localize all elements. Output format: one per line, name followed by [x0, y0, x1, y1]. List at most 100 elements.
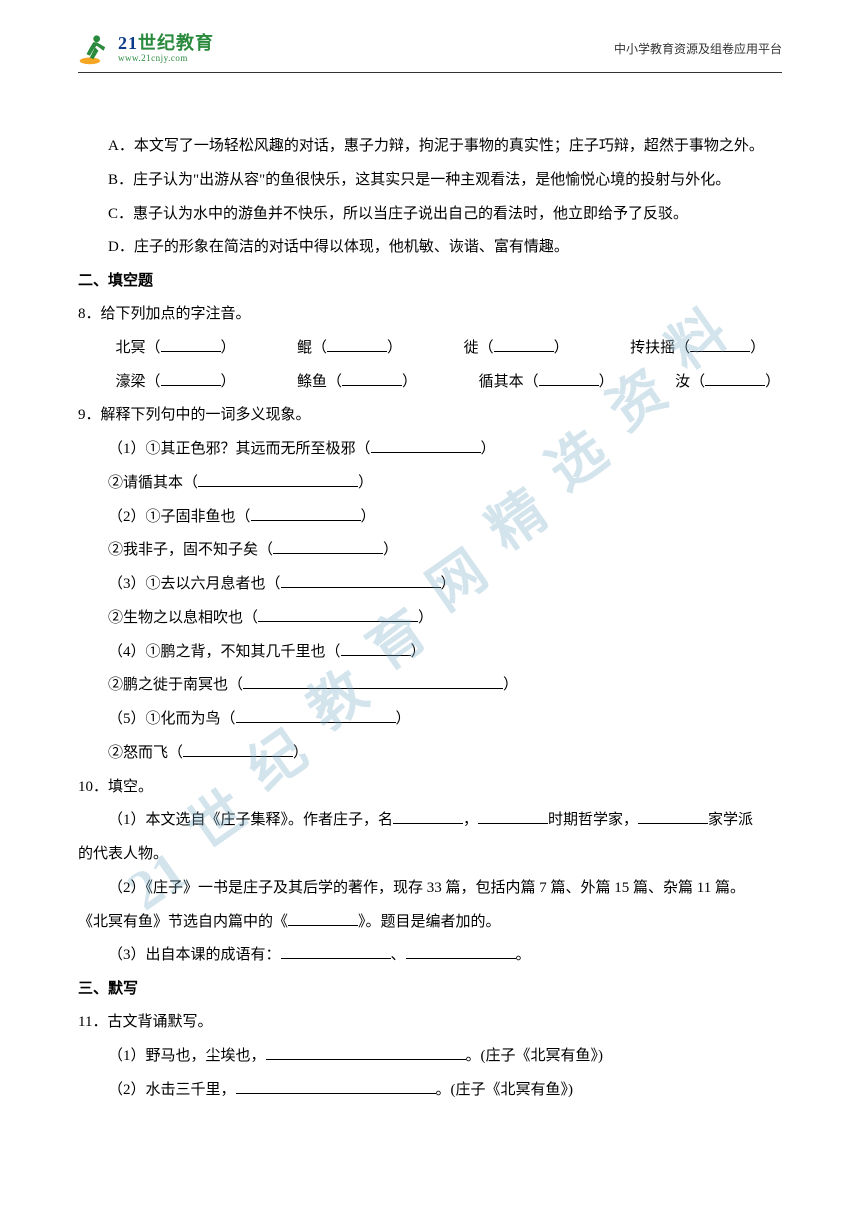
q8-stem: 8．给下列加点的字注音。 [78, 298, 782, 332]
blank[interactable] [273, 538, 383, 555]
option-d: D．庄子的形象在简洁的对话中得以体现，他机敏、诙谐、富有情趣。 [78, 231, 782, 265]
q11-l1: （1）野马也，尘埃也，。(庄子《北冥有鱼》) [78, 1040, 782, 1074]
blank[interactable] [638, 808, 708, 825]
q9-4b: ②鹏之徙于南冥也（） [78, 669, 782, 703]
q8-r2-w1: 濠梁（ [116, 374, 161, 390]
p: ） [221, 374, 236, 390]
logo: 21世纪教育 www.21cnjy.com [78, 32, 214, 66]
blank[interactable] [341, 639, 411, 656]
t: （2）①子固非鱼也（ [108, 509, 251, 525]
blank[interactable] [494, 335, 554, 352]
blank[interactable] [342, 369, 402, 386]
logo-main-rest: 世纪教育 [138, 33, 214, 53]
t: ②生物之以息相吹也（ [108, 610, 258, 626]
t: ②请循其本（ [108, 475, 198, 491]
t: ②鹏之徙于南冥也（ [108, 677, 243, 693]
t: ②我非子，固不知子矣（ [108, 542, 273, 558]
section-2-title: 二、填空题 [78, 265, 782, 298]
q8-r1-w3: 徙（ [464, 340, 494, 356]
blank[interactable] [236, 707, 396, 724]
blank[interactable] [266, 1043, 466, 1060]
blank[interactable] [183, 740, 293, 757]
header-tagline: 中小学教育资源及组卷应用平台 [614, 36, 782, 62]
q10-p1-cont: 的代表人物。 [78, 838, 782, 872]
blank[interactable] [243, 673, 503, 690]
blank[interactable] [198, 470, 358, 487]
q9-2b: ②我非子，固不知子矣（） [78, 534, 782, 568]
t: （1）①其正色邪？其远而无所至极邪（ [108, 441, 371, 457]
blank[interactable] [161, 335, 221, 352]
q8-r1-w4: 抟扶摇（ [630, 340, 690, 356]
p: ） [387, 340, 402, 356]
q9-2a: （2）①子固非鱼也（） [78, 501, 782, 535]
blank[interactable] [705, 369, 765, 386]
option-b: B．庄子认为"出游从容"的鱼很快乐，这其实只是一种主观看法，是他愉悦心境的投射与… [78, 164, 782, 198]
t: ， [463, 812, 478, 828]
t: （3）①去以六月息者也（ [108, 576, 281, 592]
q8-row1: 北冥（ ） 鲲（ ） 徙（ ） 抟扶摇（ ） [78, 332, 782, 366]
q9-5a: （5）①化而为鸟（） [78, 703, 782, 737]
t: （4）①鹏之背，不知其几千里也（ [108, 644, 341, 660]
t: （1）本文选自《庄子集释》。作者庄子，名 [108, 812, 393, 828]
t: 、 [391, 947, 406, 963]
logo-url: www.21cnjy.com [118, 54, 214, 64]
q8-r2-w2: 鲦鱼（ [297, 374, 342, 390]
t: 》。题目是编者加的。 [358, 914, 501, 930]
t: （2）水击三千里， [108, 1082, 236, 1098]
t: （3）出自本课的成语有： [108, 947, 281, 963]
p: ） [554, 340, 569, 356]
logo-main-prefix: 21 [118, 33, 138, 53]
blank[interactable] [251, 504, 361, 521]
blank[interactable] [258, 605, 418, 622]
q8-r1-w1: 北冥（ [116, 340, 161, 356]
option-c: C．惠子认为水中的游鱼并不快乐，所以当庄子说出自己的看法时，他立即给予了反驳。 [78, 198, 782, 232]
page-header: 21世纪教育 www.21cnjy.com 中小学教育资源及组卷应用平台 [78, 32, 782, 73]
q8-r1-w2: 鲲（ [297, 340, 327, 356]
q9-1b: ②请循其本（） [78, 467, 782, 501]
blank[interactable] [690, 335, 750, 352]
option-a: A．本文写了一场轻松风趣的对话，惠子力辩，拘泥于事物的真实性；庄子巧辩，超然于事… [78, 130, 782, 164]
blank[interactable] [406, 943, 516, 960]
t: 时期哲学家， [548, 812, 638, 828]
q11-l2: （2）水击三千里， 。(庄子《北冥有鱼》) [78, 1074, 782, 1108]
t: ②怒而飞（ [108, 745, 183, 761]
blank[interactable] [327, 335, 387, 352]
p: ） [402, 374, 417, 390]
q9-4a: （4）①鹏之背，不知其几千里也（） [78, 636, 782, 670]
blank[interactable] [236, 1077, 436, 1094]
p: ） [765, 374, 780, 390]
q8-row2: 濠梁（ ） 鲦鱼（ ） 循其本（ ） 汝（ ） [78, 366, 782, 400]
q8-r2-w3: 循其本（ [479, 374, 539, 390]
q10-p2b: 《北冥有鱼》节选自内篇中的《 》。题目是编者加的。 [78, 906, 782, 940]
q9-stem: 9．解释下列句中的一词多义现象。 [78, 399, 782, 433]
t: 《北冥有鱼》节选自内篇中的《 [78, 914, 288, 930]
q10-p1: （1）本文选自《庄子集释》。作者庄子，名 ， 时期哲学家， 家学派 [78, 804, 782, 838]
q9-1a: （1）①其正色邪？其远而无所至极邪（） [78, 433, 782, 467]
t: 。(庄子《北冥有鱼》) [436, 1082, 574, 1098]
q9-5b: ②怒而飞（） [78, 737, 782, 771]
page-content: A．本文写了一场轻松风趣的对话，惠子力辩，拘泥于事物的真实性；庄子巧辩，超然于事… [78, 130, 782, 1107]
blank[interactable] [371, 437, 481, 454]
t: （5）①化而为鸟（ [108, 711, 236, 727]
p: ） [221, 340, 236, 356]
q10-p2a: （2）《庄子》一书是庄子及其后学的著作，现存 33 篇，包括内篇 7 篇、外篇 … [78, 872, 782, 906]
blank[interactable] [281, 943, 391, 960]
logo-figure-icon [78, 32, 112, 66]
blank[interactable] [539, 369, 599, 386]
t: 。 [516, 947, 531, 963]
p: ） [599, 374, 614, 390]
q10-stem: 10．填空。 [78, 771, 782, 805]
blank[interactable] [281, 572, 441, 589]
blank[interactable] [478, 808, 548, 825]
q11-stem: 11．古文背诵默写。 [78, 1006, 782, 1040]
t: 家学派 [708, 812, 753, 828]
blank[interactable] [288, 909, 358, 926]
logo-text: 21世纪教育 www.21cnjy.com [118, 34, 214, 64]
blank[interactable] [393, 808, 463, 825]
q8-r2-w4: 汝（ [675, 374, 705, 390]
t: 。(庄子《北冥有鱼》) [466, 1048, 604, 1064]
p: ） [750, 340, 765, 356]
q9-3a: （3）①去以六月息者也（） [78, 568, 782, 602]
blank[interactable] [161, 369, 221, 386]
q9-3b: ②生物之以息相吹也（） [78, 602, 782, 636]
